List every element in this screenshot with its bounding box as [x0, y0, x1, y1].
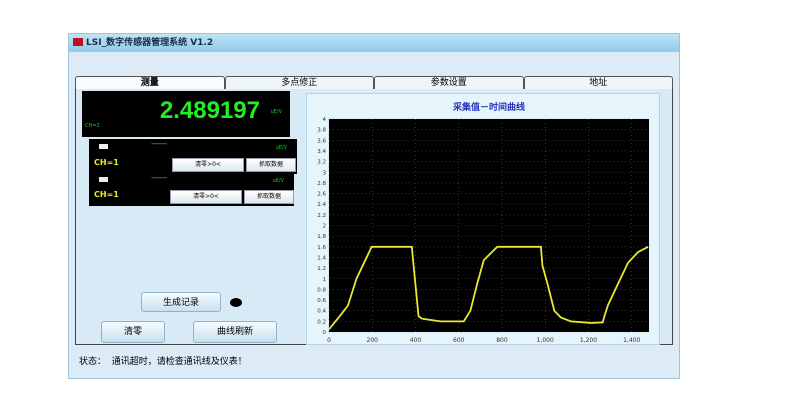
tab-multipoint-correction[interactable]: 多点修正: [224, 76, 374, 89]
refresh-curve-button[interactable]: 曲线刷新: [193, 321, 277, 343]
y-tick-label: 0.6: [317, 298, 326, 304]
indicator-icon: [99, 144, 108, 149]
y-tick-label: 2.6: [317, 192, 326, 198]
status-bar: 状态： 通讯超时，请检查通讯线及仪表！: [79, 354, 247, 367]
grab-data-button[interactable]: 抓取数据: [244, 190, 294, 204]
main-unit: uE/V: [270, 109, 282, 115]
y-tick-label: 3.6: [317, 138, 326, 144]
channel-unit: uE/V: [272, 178, 284, 184]
y-tick-label: 1.2: [317, 266, 326, 272]
tab-parameter-settings[interactable]: 参数设置: [374, 76, 524, 89]
tab-address[interactable]: 地址: [523, 76, 673, 89]
x-tick-label: 1,200: [580, 337, 597, 344]
line-chart: 采集值－时间曲线 0 0.2 0.4 0.6 0.8 1 1.2 1.4 1.6 1.8 2 2.2 2.…: [317, 101, 649, 344]
channel-unit: uE/V: [275, 145, 287, 151]
title-bar: LSI_数字传感器管理系统 V1.2: [69, 34, 679, 52]
y-tick-label: 4: [323, 117, 327, 123]
y-tick-label: 0.2: [317, 319, 326, 325]
y-tick-label: 3.4: [317, 149, 326, 155]
status-label: 状态：: [79, 357, 107, 367]
y-tick-label: 3.2: [317, 160, 326, 166]
channel-value: --------: [151, 139, 167, 148]
tab-bar: 测量 多点修正 参数设置 地址: [75, 76, 673, 89]
channel-label: CH=1: [94, 158, 119, 167]
indicator-icon: [99, 177, 108, 182]
chart-title: 采集值－时间曲线: [452, 101, 525, 113]
y-tick-label: 1.8: [317, 234, 326, 240]
y-tick-label: 3: [323, 170, 327, 176]
record-status-indicator: [230, 298, 242, 307]
tab-measure[interactable]: 测量: [75, 76, 225, 89]
main-channel-label: CH=2: [85, 123, 100, 129]
y-tick-label: 1: [323, 277, 327, 283]
y-tick-label: 2: [323, 224, 327, 230]
channel-display-1: -------- uE/V CH=1 清零>0< 抓取数据: [89, 139, 297, 174]
series-line: [328, 245, 649, 330]
zero-button[interactable]: 清零>0<: [172, 158, 244, 172]
x-tick-label: 600: [453, 337, 465, 344]
x-tick-label: 200: [367, 337, 379, 344]
y-tick-label: 1.4: [317, 255, 326, 261]
x-tick-label: 0: [327, 337, 331, 344]
app-window: LSI_数字传感器管理系统 V1.2 测量 多点修正 参数设置 地址 2.489…: [68, 33, 680, 379]
main-value: 2.489197: [159, 97, 260, 124]
y-tick-label: 1.6: [317, 245, 326, 251]
clear-button[interactable]: 清零: [101, 321, 165, 343]
y-tick-label: 0: [323, 330, 327, 336]
y-tick-label: 0.8: [317, 287, 326, 293]
x-tick-label: 400: [410, 337, 422, 344]
x-tick-label: 1,000: [537, 337, 554, 344]
y-tick-label: 0.4: [317, 309, 326, 315]
y-tick-label: 2.8: [317, 181, 326, 187]
channel-value: --------: [151, 173, 167, 182]
main-display: 2.489197 uE/V CH=2: [82, 91, 290, 137]
zero-button[interactable]: 清零>0<: [170, 190, 242, 204]
y-tick-label: 2.2: [317, 213, 326, 219]
y-tick-label: 2.4: [317, 202, 326, 208]
window-title: LSI_数字传感器管理系统 V1.2: [86, 38, 214, 48]
grab-data-button[interactable]: 抓取数据: [246, 158, 296, 172]
channel-display-2: -------- uE/V CH=1 清零>0< 抓取数据: [89, 173, 294, 206]
app-logo-icon: [73, 38, 83, 46]
generate-record-button[interactable]: 生成记录: [141, 292, 221, 312]
chart-container: 采集值－时间曲线 0 0.2 0.4 0.6 0.8 1 1.2 1.4 1.6 1.8 2 2.2 2.…: [306, 93, 660, 345]
x-tick-label: 1,400: [623, 337, 640, 344]
x-tick-label: 800: [496, 337, 508, 344]
y-tick-label: 3.8: [317, 128, 326, 134]
channel-label: CH=1: [94, 190, 119, 199]
status-message: 通讯超时，请检查通讯线及仪表！: [111, 357, 247, 367]
